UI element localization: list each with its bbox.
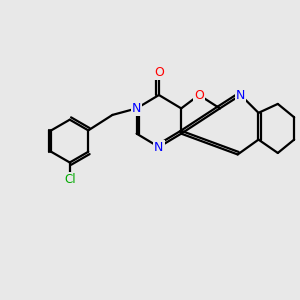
Text: N: N: [236, 88, 245, 101]
Text: N: N: [154, 140, 164, 154]
Text: O: O: [154, 66, 164, 79]
Text: Cl: Cl: [64, 173, 76, 186]
Text: O: O: [194, 88, 204, 101]
Text: N: N: [132, 102, 141, 115]
